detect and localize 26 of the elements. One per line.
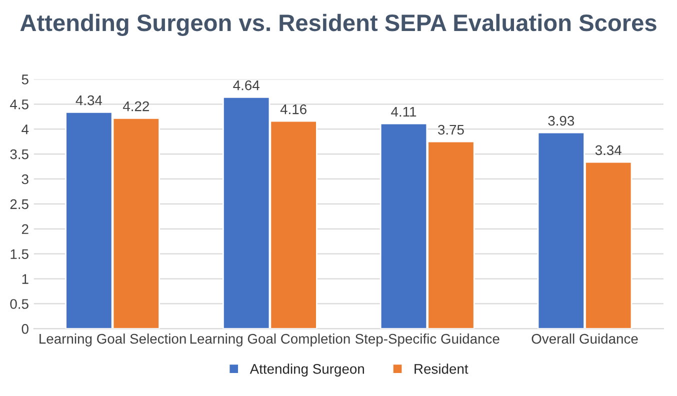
data-label: 3.75 (438, 124, 464, 135)
y-tick-label: 4.5 (10, 100, 28, 110)
data-label: 4.22 (122, 101, 149, 112)
data-label: 4.64 (233, 80, 260, 90)
x-tick-label: Overall Guidance (532, 334, 638, 344)
x-tick-label: Step-Specific Guidance (355, 334, 500, 346)
x-tick-label: Learning Goal Completion (190, 334, 350, 346)
y-tick-label: 2.5 (10, 199, 28, 210)
data-label: 3.34 (595, 145, 622, 156)
data-label: 4.16 (280, 104, 306, 114)
x-tick-label: Learning Goal Selection (40, 334, 186, 346)
legend-label: Attending Surgeon (250, 364, 364, 377)
y-tick-label: 0 (22, 324, 28, 334)
y-tick-label: 1 (22, 274, 28, 284)
data-label: 4.34 (76, 95, 102, 106)
y-tick-label: 4 (22, 124, 29, 134)
chart-title: Attending Surgeon vs. Resident SEPA Evaluation Scores (20, 14, 656, 36)
y-tick-label: 3.5 (10, 149, 28, 160)
y-tick-label: 5 (22, 74, 28, 84)
data-label: 4.11 (391, 107, 416, 117)
legend-label: Resident (414, 364, 468, 374)
y-tick-label: 2 (22, 224, 28, 234)
y-tick-label: 1.5 (10, 249, 28, 260)
data-label: 3.93 (548, 116, 574, 126)
y-tick-label: 0.5 (10, 299, 28, 309)
y-tick-label: 3 (22, 174, 28, 184)
